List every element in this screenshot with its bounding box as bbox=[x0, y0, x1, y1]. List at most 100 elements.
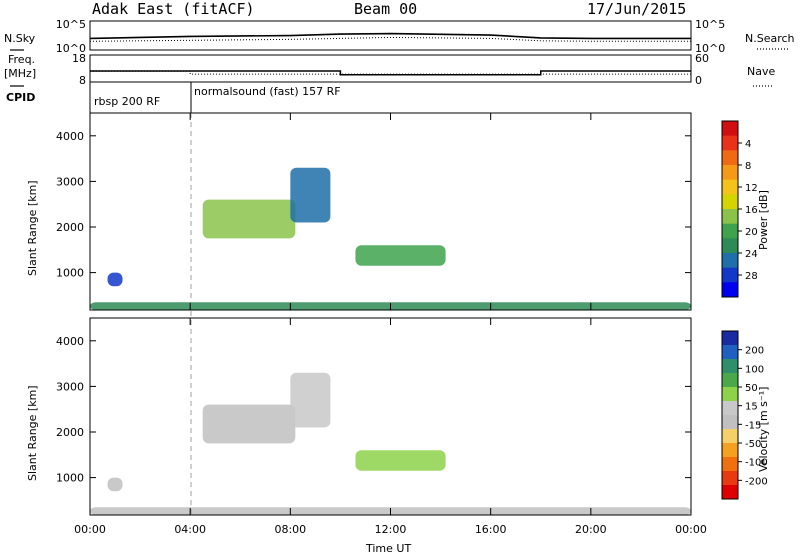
velocity-colorbar: 200 100 50 15 -15 -50 -100 -200 bbox=[721, 330, 768, 500]
velocity-colorbar-segment bbox=[722, 373, 738, 388]
power-colorbar-segment bbox=[722, 179, 738, 195]
velocity-colorbar-segment bbox=[722, 471, 738, 486]
power-colorbar-segment bbox=[722, 267, 738, 283]
noise-series-line bbox=[89, 36, 691, 42]
x-tick-label: 16:00 bbox=[475, 523, 507, 536]
power-colorbar-tick-label: 24 bbox=[745, 249, 758, 260]
velocity-y-tick-label: 1000 bbox=[56, 472, 84, 485]
power-colorbar-tick-label: 4 bbox=[745, 139, 751, 150]
noise-right-tick: 10^5 bbox=[695, 18, 725, 31]
noise-right-tick: 10^0 bbox=[695, 42, 725, 55]
power-colorbar-segment bbox=[722, 209, 738, 225]
freq-lines bbox=[90, 70, 691, 76]
velocity-echo-region bbox=[202, 404, 296, 444]
velocity-colorbar-frame bbox=[721, 330, 739, 500]
nsearch-label: N.Search bbox=[745, 32, 795, 45]
cpid-label: CPID bbox=[6, 91, 35, 104]
velocity-colorbar-segment bbox=[722, 387, 738, 402]
power-y-tick-label: 4000 bbox=[56, 130, 84, 143]
cpid-mode-1: rbsp 200 RF bbox=[94, 95, 160, 108]
freq-left-tick: 8 bbox=[79, 74, 86, 87]
velocity-y-label: Slant Range [km] bbox=[26, 385, 39, 481]
velocity-colorbar-segment bbox=[722, 415, 738, 430]
x-tick-label: 00:00 bbox=[74, 523, 106, 536]
power-colorbar-tick-label: 8 bbox=[745, 161, 751, 172]
noise-left-tick: 10^0 bbox=[56, 42, 86, 55]
station-title: Adak East (fitACF) bbox=[92, 0, 255, 18]
velocity-echo-region bbox=[355, 450, 446, 471]
velocity-colorbar-tick-label: -200 bbox=[745, 476, 768, 487]
x-tick-label: 12:00 bbox=[375, 523, 407, 536]
velocity-colorbar-segment bbox=[722, 443, 738, 458]
power-echo-region bbox=[107, 272, 123, 287]
power-colorbar-segment bbox=[722, 194, 738, 210]
beam-title: Beam 00 bbox=[354, 0, 417, 18]
freq-label: Freq. bbox=[8, 53, 35, 66]
power-y-tick-label: 2000 bbox=[56, 221, 84, 234]
velocity-axes: 1000 2000 3000 4000 bbox=[56, 335, 691, 485]
velocity-colorbar-tick-label: -15 bbox=[745, 420, 761, 431]
power-echo-region bbox=[202, 199, 296, 239]
noise-ticks: 10^5 10^0 10^5 10^0 bbox=[56, 18, 725, 55]
power-colorbar-segment bbox=[722, 238, 738, 254]
power-colorbar-segment bbox=[722, 165, 738, 181]
power-colorbar-label: Power [dB] bbox=[757, 190, 770, 250]
noise-left-tick: 10^5 bbox=[56, 18, 86, 31]
velocity-colorbar-segment bbox=[722, 485, 738, 500]
velocity-echo-layer bbox=[90, 372, 691, 515]
velocity-echo-region bbox=[290, 372, 331, 428]
x-tick-label: 00:00 bbox=[675, 523, 707, 536]
nave-label: Nave bbox=[747, 65, 775, 78]
nsky-label: N.Sky bbox=[4, 32, 36, 45]
velocity-colorbar-tick-label: 50 bbox=[745, 383, 758, 394]
x-tick-label: 20:00 bbox=[575, 523, 607, 536]
power-panel bbox=[89, 112, 692, 311]
velocity-colorbar-tick-label: 15 bbox=[745, 402, 758, 413]
power-echo-region bbox=[355, 245, 446, 266]
freq-unit-label: [MHz] bbox=[4, 67, 36, 80]
power-y-tick-label: 3000 bbox=[56, 175, 84, 188]
cpid-mode-2: normalsound (fast) 157 RF bbox=[194, 85, 341, 98]
nave-right-tick: 0 bbox=[695, 74, 702, 87]
velocity-colorbar-segment bbox=[722, 401, 738, 416]
power-y-label: Slant Range [km] bbox=[26, 180, 39, 276]
noise-lines bbox=[89, 32, 691, 42]
freq-left-tick: 18 bbox=[72, 52, 86, 65]
velocity-colorbar-segment bbox=[722, 457, 738, 472]
velocity-y-tick-label: 3000 bbox=[56, 380, 84, 393]
power-echo-region bbox=[290, 167, 331, 223]
velocity-colorbar-label: Velocity [m s⁻¹] bbox=[757, 387, 770, 472]
velocity-colorbar-tick-label: 200 bbox=[745, 346, 764, 357]
nave-right-tick: 60 bbox=[695, 52, 709, 65]
x-tick-label: 08:00 bbox=[274, 523, 306, 536]
power-colorbar-tick-label: 20 bbox=[745, 227, 758, 238]
freq-series-line bbox=[90, 70, 691, 76]
noise-panel bbox=[89, 20, 692, 51]
x-tick-label: 04:00 bbox=[174, 523, 206, 536]
power-colorbar: 4 8 12 16 20 24 28 bbox=[721, 120, 758, 298]
power-colorbar-segment bbox=[722, 150, 738, 166]
velocity-y-tick-label: 4000 bbox=[56, 335, 84, 348]
power-colorbar-tick-label: 16 bbox=[745, 205, 758, 216]
velocity-colorbar-segment bbox=[722, 429, 738, 444]
velocity-colorbar-tick-label: -50 bbox=[745, 439, 761, 450]
power-colorbar-segment bbox=[722, 121, 738, 137]
velocity-echo-region bbox=[107, 477, 123, 492]
power-colorbar-tick-label: 12 bbox=[745, 183, 758, 194]
velocity-colorbar-segment bbox=[722, 359, 738, 374]
noise-series-line bbox=[89, 32, 691, 40]
power-colorbar-segment bbox=[722, 135, 738, 151]
power-y-tick-label: 1000 bbox=[56, 267, 84, 280]
power-colorbar-segment bbox=[722, 253, 738, 269]
x-axis: 00:00 04:00 08:00 12:00 16:00 20:00 00:00 bbox=[74, 113, 707, 536]
date-title: 17/Jun/2015 bbox=[587, 0, 686, 18]
velocity-colorbar-tick-label: -100 bbox=[745, 458, 768, 469]
x-axis-label: Time UT bbox=[365, 542, 411, 554]
power-axes: 1000 2000 3000 4000 bbox=[56, 130, 691, 280]
velocity-panel bbox=[89, 317, 692, 516]
velocity-colorbar-segment bbox=[722, 331, 738, 346]
velocity-y-tick-label: 2000 bbox=[56, 426, 84, 439]
freq-ticks: 18 8 60 0 bbox=[72, 52, 709, 87]
power-colorbar-tick-label: 28 bbox=[745, 271, 758, 282]
